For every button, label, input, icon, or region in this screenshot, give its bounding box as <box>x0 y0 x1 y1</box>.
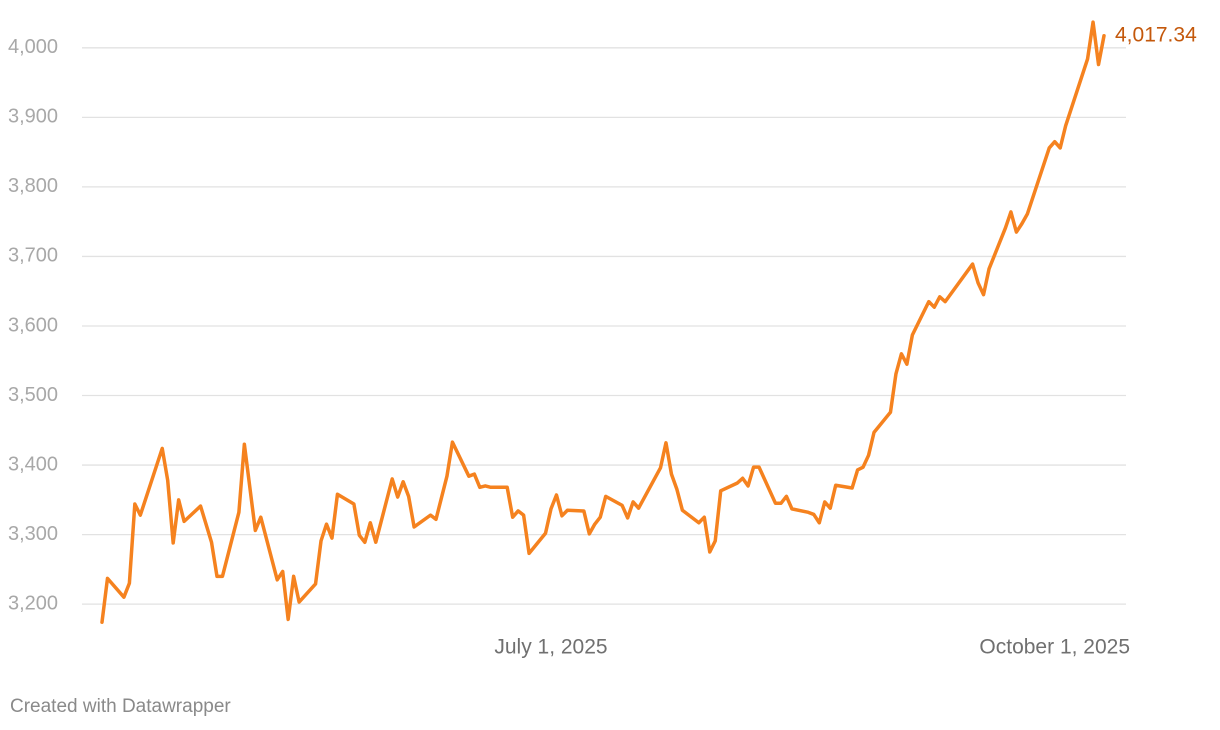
y-tick-label: 4,000 <box>8 36 58 58</box>
y-tick-label: 3,600 <box>8 314 58 336</box>
value-label: 4,017.34 <box>1115 23 1197 46</box>
y-tick-label: 3,400 <box>8 453 58 475</box>
y-tick-label: 3,500 <box>8 384 58 406</box>
y-tick-label: 3,700 <box>8 245 58 267</box>
y-tick-label: 3,800 <box>8 175 58 197</box>
x-tick-label: July 1, 2025 <box>494 636 607 659</box>
y-tick-label: 3,300 <box>8 523 58 545</box>
price-line <box>100 20 1106 624</box>
x-tick-label: October 1, 2025 <box>979 636 1130 659</box>
y-tick-label: 3,200 <box>8 592 58 614</box>
credit: Created with Datawrapper <box>10 696 231 717</box>
y-tick-label: 3,900 <box>8 106 58 128</box>
